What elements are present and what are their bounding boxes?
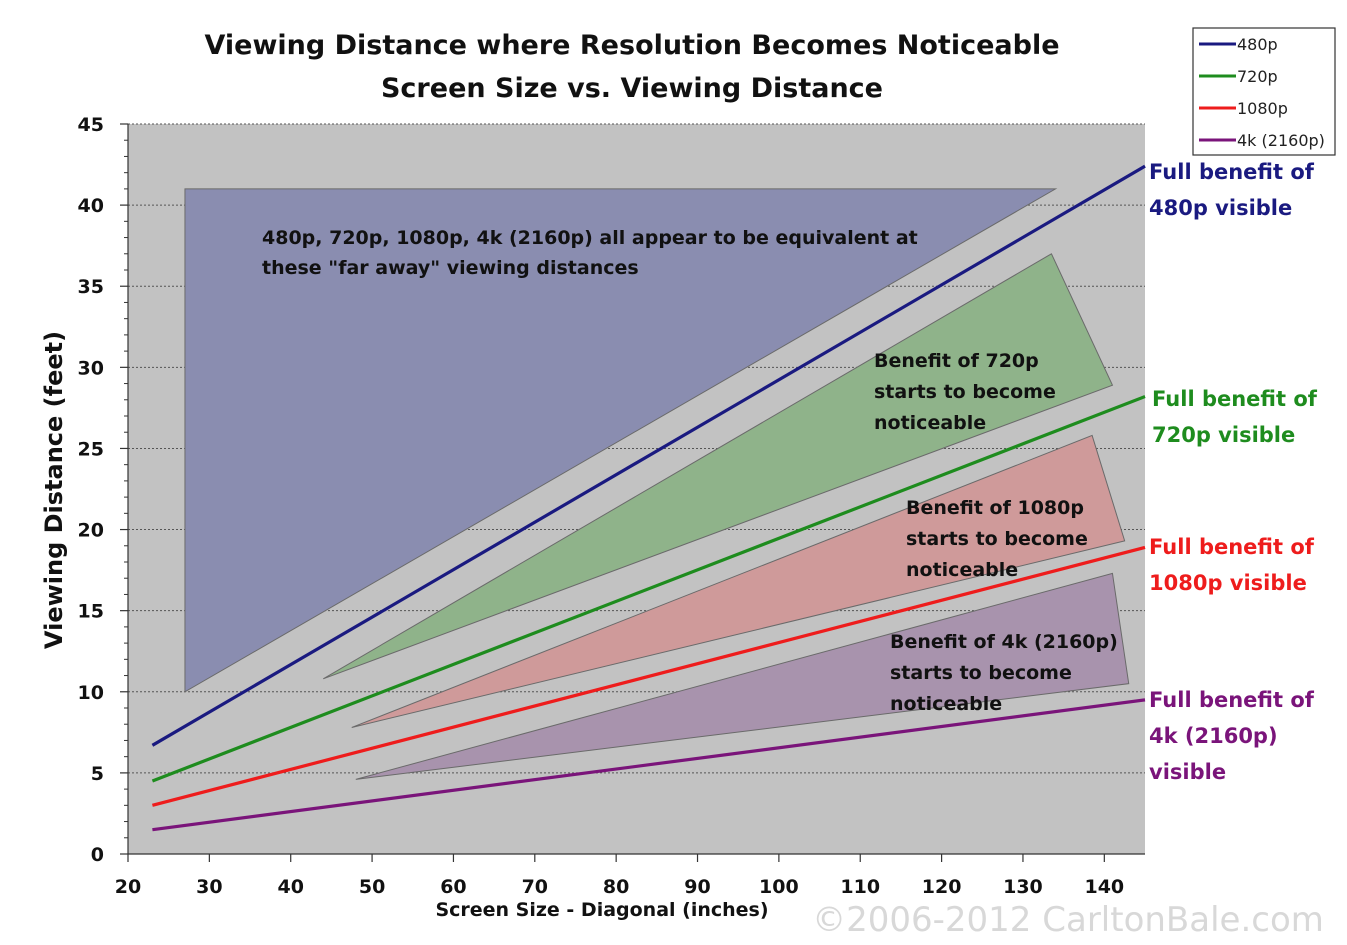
y-tick-label: 20: [78, 520, 104, 542]
full-benefit-labels: Full benefit of 480p visible Full benefit …: [1149, 160, 1318, 784]
full-benefit-label: 480p visible: [1149, 196, 1292, 220]
legend-label: 480p: [1237, 35, 1278, 54]
x-tick-label: 120: [922, 876, 962, 898]
region-labels: 480p, 720p, 1080p, 4k (2160p) all appear…: [262, 227, 1118, 715]
full-benefit-label: 4k (2160p): [1149, 724, 1278, 748]
axis-ticks: 0 5 10 15 20 25 30 35 40 45 20 30 40 50 60 70 80 90 100 110…: [78, 114, 1125, 898]
x-tick-label: 130: [1003, 876, 1043, 898]
x-tick-label: 100: [759, 876, 799, 898]
full-benefit-label: 720p visible: [1152, 423, 1295, 447]
benefit-regions: [184, 188, 1130, 780]
region-4k-label: Benefit of 4k (2160p): [890, 631, 1118, 653]
series-line-4k-2160p-: [152, 698, 1146, 832]
x-tick-label: 30: [196, 876, 222, 898]
full-benefit-label: Full benefit of: [1149, 535, 1315, 559]
full-benefit-label: Full benefit of: [1149, 688, 1315, 712]
chart-title: Viewing Distance where Resolution Become…: [204, 30, 1059, 61]
region-1080p-label: starts to become: [906, 528, 1088, 550]
legend-label: 1080p: [1237, 99, 1288, 118]
x-tick-label: 110: [840, 876, 880, 898]
x-tick-label: 140: [1084, 876, 1124, 898]
region-far-area: [184, 188, 1058, 693]
x-tick-label: 50: [359, 876, 385, 898]
y-tick-label: 10: [78, 682, 104, 704]
x-tick-label: 20: [115, 876, 141, 898]
region-far-label: 480p, 720p, 1080p, 4k (2160p) all appear…: [262, 227, 918, 249]
y-tick-label: 25: [78, 438, 104, 460]
region-1080p-label: noticeable: [906, 559, 1018, 581]
region-720p-label: Benefit of 720p: [874, 350, 1039, 372]
region-4k-area: [355, 572, 1130, 780]
full-benefit-label: visible: [1149, 760, 1226, 784]
series-line-480p: [151, 164, 1146, 747]
region-720p-label: starts to become: [874, 381, 1056, 403]
region-1080p-area: [351, 434, 1126, 728]
x-axis-label: Screen Size - Diagonal (inches): [435, 899, 768, 921]
y-tick-label: 5: [91, 763, 104, 785]
y-tick-label: 45: [78, 114, 104, 136]
full-benefit-label: Full benefit of: [1152, 387, 1318, 411]
y-axis-label: Viewing Distance (feet): [40, 331, 68, 649]
y-tick-label: 30: [78, 357, 104, 379]
x-tick-label: 40: [277, 876, 303, 898]
region-far-label: these "far away" viewing distances: [262, 257, 639, 279]
series-line-1080p: [152, 545, 1146, 807]
region-720p-label: noticeable: [874, 412, 986, 434]
chart-subtitle: Screen Size vs. Viewing Distance: [381, 73, 883, 104]
legend-label: 4k (2160p): [1237, 131, 1325, 150]
y-tick-label: 15: [78, 601, 104, 623]
region-720p-area: [323, 253, 1114, 680]
legend-box: [1192, 27, 1336, 156]
copyright-watermark: ©2006-2012 CarltonBale.com: [812, 900, 1324, 940]
y-tick-label: 40: [78, 195, 104, 217]
region-4k-label: starts to become: [890, 662, 1072, 684]
legend-label: 720p: [1237, 67, 1278, 86]
full-benefit-label: Full benefit of: [1149, 160, 1315, 184]
region-1080p-label: Benefit of 1080p: [906, 497, 1084, 519]
y-tick-label: 0: [91, 844, 104, 866]
x-tick-label: 90: [684, 876, 710, 898]
series-lines: [151, 164, 1146, 832]
y-tick-label: 35: [78, 276, 104, 298]
legend: 480p 720p 1080p 4k (2160p): [1192, 27, 1336, 156]
x-tick-label: 60: [440, 876, 466, 898]
region-4k-label: noticeable: [890, 693, 1002, 715]
series-line-720p: [151, 395, 1146, 783]
full-benefit-label: 1080p visible: [1149, 571, 1307, 595]
x-tick-label: 70: [522, 876, 548, 898]
x-tick-label: 80: [603, 876, 629, 898]
